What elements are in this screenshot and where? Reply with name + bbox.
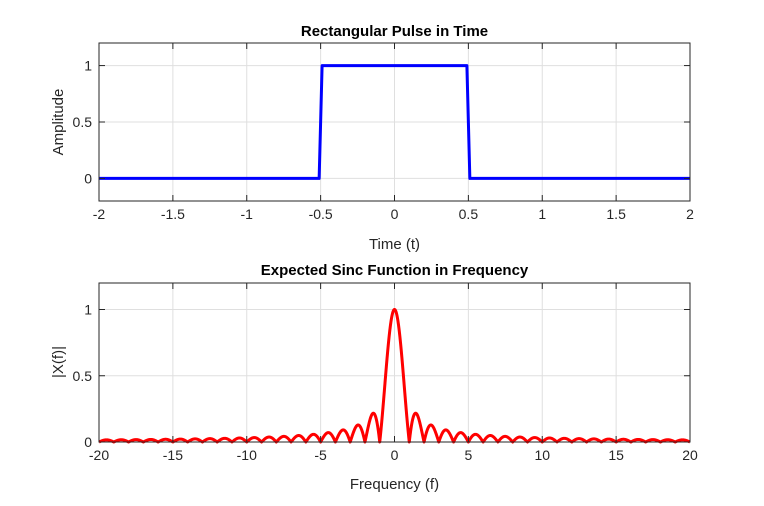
- x-tick-label: 0.5: [459, 206, 479, 222]
- x-tick-label: -0.5: [309, 206, 333, 222]
- series-line: [99, 64, 690, 180]
- y-tick-label: 1: [84, 302, 92, 318]
- y-tick-label: 0: [84, 170, 92, 186]
- x-tick-label: -10: [237, 447, 257, 463]
- x-tick-label: -15: [163, 447, 183, 463]
- x-axis-label: Time (t): [369, 236, 420, 253]
- y-tick-label: 0: [84, 434, 92, 450]
- x-tick-label: 0: [391, 206, 399, 222]
- x-tick-labels: -2 -1.5 -1 -0.5 0 0.5 1 1.5 2: [93, 206, 694, 222]
- chart-title: Rectangular Pulse in Time: [301, 23, 488, 40]
- series-line: [97, 308, 692, 444]
- x-tick-label: 0: [391, 447, 399, 463]
- x-tick-label: 10: [534, 447, 550, 463]
- x-tick-label: -2: [93, 206, 106, 222]
- x-tick-label: 2: [686, 206, 694, 222]
- axes-time: -2 -1.5 -1 -0.5 0 0.5 1 1.5 2 00.51 Rectangular …: [50, 23, 694, 253]
- x-tick-label: 1.5: [606, 206, 626, 222]
- y-tick-label: 1: [84, 58, 92, 74]
- series-layer: [97, 308, 692, 444]
- x-tick-label: 20: [682, 447, 698, 463]
- y-axis-label: |X(f)|: [50, 346, 67, 378]
- x-tick-label: 1: [538, 206, 546, 222]
- x-tick-label: 5: [464, 447, 472, 463]
- x-tick-label: 15: [608, 447, 624, 463]
- y-tick-labels: 00.51: [73, 302, 93, 451]
- x-tick-label: -1: [241, 206, 254, 222]
- x-tick-label: -1.5: [161, 206, 185, 222]
- chart-title: Expected Sinc Function in Frequency: [261, 262, 529, 279]
- y-axis-label: Amplitude: [50, 89, 67, 156]
- tick-marks: [98, 43, 691, 201]
- y-tick-label: 0.5: [73, 368, 93, 384]
- x-tick-label: -20: [89, 447, 109, 463]
- y-tick-label: 0.5: [73, 114, 93, 130]
- y-tick-labels: 00.51: [73, 58, 93, 187]
- tick-marks: [98, 283, 691, 443]
- x-axis-label: Frequency (f): [350, 476, 439, 493]
- series-layer: [99, 64, 690, 180]
- axes-frequency: -20 -15 -10 -5 0 5 10 15 20 00.51 Expected Sinc …: [50, 262, 698, 493]
- x-tick-labels: -20 -15 -10 -5 0 5 10 15 20: [89, 447, 698, 463]
- x-tick-label: -5: [314, 447, 327, 463]
